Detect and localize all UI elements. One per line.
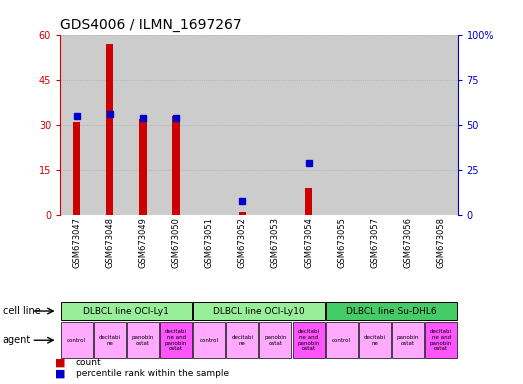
Text: GSM673054: GSM673054 [304, 217, 313, 268]
Bar [238, 212, 246, 215]
Text: GSM673047: GSM673047 [72, 217, 81, 268]
Text: DLBCL line OCI-Ly1: DLBCL line OCI-Ly1 [84, 306, 169, 316]
Text: panobin
ostat: panobin ostat [264, 335, 287, 346]
Text: DLBCL line OCI-Ly10: DLBCL line OCI-Ly10 [213, 306, 305, 316]
Text: GDS4006 / ILMN_1697267: GDS4006 / ILMN_1697267 [60, 18, 242, 32]
Text: GSM673053: GSM673053 [271, 217, 280, 268]
Text: GSM673057: GSM673057 [370, 217, 379, 268]
Text: cell line: cell line [3, 306, 40, 316]
Bar [192, 35, 226, 215]
Text: decitabi
ne and
panobin
ostat: decitabi ne and panobin ostat [165, 329, 187, 351]
Text: GSM673049: GSM673049 [139, 217, 147, 268]
Text: GSM673048: GSM673048 [105, 217, 115, 268]
Bar [93, 35, 127, 215]
Text: panobin
ostat: panobin ostat [397, 335, 419, 346]
Text: decitabi
ne and
panobin
ostat: decitabi ne and panobin ostat [298, 329, 320, 351]
Bar [325, 35, 358, 215]
Text: control: control [67, 338, 86, 343]
Text: control: control [332, 338, 351, 343]
Bar [173, 116, 180, 215]
Text: control: control [200, 338, 219, 343]
Bar [60, 35, 93, 215]
Text: decitabi
ne and
panobin
ostat: decitabi ne and panobin ostat [430, 329, 452, 351]
Text: GSM673052: GSM673052 [238, 217, 247, 268]
Bar [391, 35, 425, 215]
Bar [127, 35, 160, 215]
Bar [160, 35, 192, 215]
Text: GSM673058: GSM673058 [437, 217, 446, 268]
Text: percentile rank within the sample: percentile rank within the sample [76, 369, 229, 378]
Bar [106, 44, 113, 215]
Text: decitabi
ne: decitabi ne [231, 335, 253, 346]
Text: ■: ■ [55, 358, 65, 368]
Text: DLBCL line Su-DHL6: DLBCL line Su-DHL6 [346, 306, 437, 316]
Bar [259, 35, 292, 215]
Text: decitabi
ne: decitabi ne [99, 335, 121, 346]
Text: panobin
ostat: panobin ostat [132, 335, 154, 346]
Bar [73, 122, 81, 215]
Text: ■: ■ [55, 368, 65, 378]
Text: GSM673056: GSM673056 [403, 217, 413, 268]
Text: GSM673055: GSM673055 [337, 217, 346, 268]
Bar [305, 188, 312, 215]
Text: count: count [76, 358, 101, 367]
Text: GSM673050: GSM673050 [172, 217, 180, 268]
Bar [425, 35, 458, 215]
Text: GSM673051: GSM673051 [204, 217, 214, 268]
Text: decitabi
ne: decitabi ne [364, 335, 386, 346]
Bar [226, 35, 259, 215]
Bar [292, 35, 325, 215]
Bar [358, 35, 391, 215]
Text: agent: agent [3, 335, 31, 345]
Bar [139, 119, 146, 215]
